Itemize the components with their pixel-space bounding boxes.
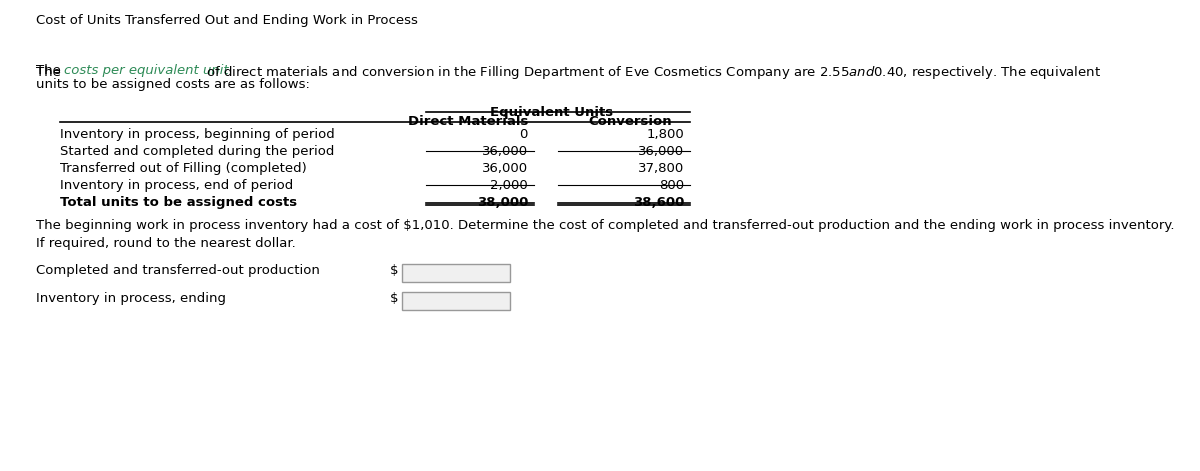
Text: 36,000: 36,000 — [482, 145, 528, 158]
Text: $: $ — [390, 292, 398, 305]
Text: If required, round to the nearest dollar.: If required, round to the nearest dollar… — [36, 237, 295, 250]
Text: Started and completed during the period: Started and completed during the period — [60, 145, 335, 158]
Text: Cost of Units Transferred Out and Ending Work in Process: Cost of Units Transferred Out and Ending… — [36, 14, 418, 27]
Text: Transferred out of Filling (completed): Transferred out of Filling (completed) — [60, 162, 307, 175]
Text: 38,600: 38,600 — [632, 196, 684, 209]
Text: $: $ — [390, 264, 398, 277]
Text: 36,000: 36,000 — [482, 162, 528, 175]
Text: Inventory in process, ending: Inventory in process, ending — [36, 292, 226, 305]
Text: Conversion: Conversion — [588, 115, 672, 129]
Text: Direct Materials: Direct Materials — [408, 115, 528, 129]
Text: units to be assigned costs are as follows:: units to be assigned costs are as follow… — [36, 78, 310, 91]
Text: 37,800: 37,800 — [637, 162, 684, 175]
Text: of direct materials and conversion in the Filling Department of Eve Cosmetics Co: of direct materials and conversion in th… — [202, 64, 1100, 81]
Text: The beginning work in process inventory had a cost of $1,010. Determine the cost: The beginning work in process inventory … — [36, 219, 1175, 232]
Text: Inventory in process, end of period: Inventory in process, end of period — [60, 179, 293, 192]
Text: Equivalent Units: Equivalent Units — [491, 106, 613, 119]
Text: Inventory in process, beginning of period: Inventory in process, beginning of perio… — [60, 128, 335, 141]
Text: Completed and transferred-out production: Completed and transferred-out production — [36, 264, 320, 277]
Text: costs per equivalent unit: costs per equivalent unit — [64, 64, 228, 77]
Text: 0: 0 — [520, 128, 528, 141]
Text: 800: 800 — [659, 179, 684, 192]
Text: 38,000: 38,000 — [476, 196, 528, 209]
Text: 1,800: 1,800 — [647, 128, 684, 141]
Text: The: The — [36, 64, 65, 77]
Text: 2,000: 2,000 — [491, 179, 528, 192]
Text: 36,000: 36,000 — [638, 145, 684, 158]
Text: Total units to be assigned costs: Total units to be assigned costs — [60, 196, 298, 209]
Text: The: The — [36, 66, 65, 79]
